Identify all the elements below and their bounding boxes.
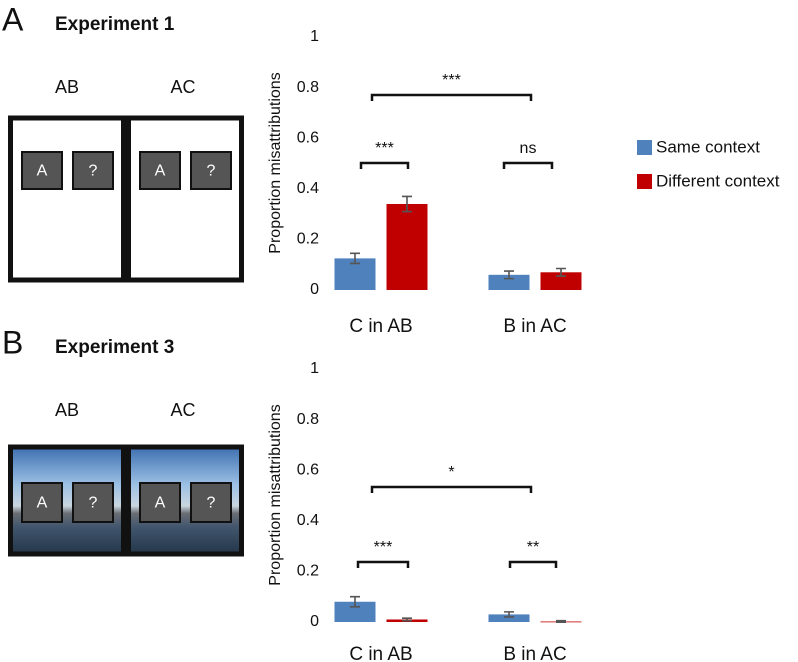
error-bar	[402, 617, 412, 622]
item-label: ?	[207, 495, 216, 512]
error-bar	[556, 267, 566, 277]
item-label: ?	[207, 163, 216, 180]
significance-label: ***	[442, 72, 461, 89]
context-label: AB	[55, 400, 79, 420]
bar	[488, 614, 530, 622]
context-frame	[8, 115, 126, 283]
legend-label: Different context	[656, 171, 780, 190]
bar	[540, 272, 582, 290]
panel-title: Experiment 1	[55, 14, 175, 35]
error-bar	[504, 270, 514, 280]
panel-letter: A	[2, 1, 24, 37]
item-square	[190, 482, 232, 523]
y-tick-label: 0.6	[297, 129, 319, 146]
item-square	[190, 151, 232, 190]
charts: Proportion misattributions 0 0.2 0.4 0.6 0.8 1…	[267, 28, 780, 662]
error-bar	[350, 252, 360, 265]
x-tick-label: B in AC	[503, 644, 566, 662]
y-tick-label: 0.8	[297, 411, 319, 428]
item-label: ?	[89, 495, 98, 512]
y-tick-label: 0.4	[297, 512, 319, 529]
y-tick-label: 0.4	[297, 180, 319, 197]
significance-label: **	[527, 539, 539, 556]
item-square	[139, 151, 181, 190]
y-tick-label: 0.6	[297, 461, 319, 478]
item-square	[21, 151, 63, 190]
significance-bracket	[356, 560, 410, 568]
context-frame	[126, 115, 244, 283]
significance-label: ***	[375, 140, 394, 157]
context-label: AC	[170, 400, 195, 420]
significance-bracket	[508, 560, 558, 568]
significance-label: ns	[520, 140, 537, 157]
x-tick-label: B in AC	[503, 316, 566, 337]
error-bar	[504, 611, 514, 618]
item-label: ?	[89, 163, 98, 180]
panel-title: Experiment 3	[55, 337, 174, 358]
y-axis-label: Proportion misattributions	[267, 72, 284, 253]
y-tick-label: 0	[310, 281, 319, 298]
item-square	[72, 482, 114, 523]
error-bar	[350, 595, 360, 608]
significance-label: ***	[374, 539, 393, 556]
item-square	[21, 482, 63, 523]
item-label: A	[37, 495, 48, 512]
item-label: A	[155, 163, 166, 180]
item-label: A	[155, 495, 166, 512]
panel-letter: B	[2, 324, 23, 360]
y-tick-label: 1	[310, 28, 319, 45]
item-square	[72, 151, 114, 190]
significance-bracket	[502, 161, 554, 169]
significance-bracket	[370, 485, 533, 493]
significance-label: *	[448, 464, 454, 481]
y-tick-label: 0	[310, 613, 319, 630]
x-tick-label: C in AB	[349, 316, 412, 337]
panels: A Experiment 1 AB A ? AC A ? B Experiment 3 AB A ? AC…	[2, 1, 244, 557]
significance-bracket	[359, 161, 410, 169]
error-bar	[402, 195, 412, 213]
context-label: AC	[170, 77, 195, 97]
legend-label: Same context	[656, 137, 760, 156]
legend-swatch	[637, 174, 652, 189]
y-axis-label: Proportion misattributions	[267, 404, 284, 585]
legend-swatch	[637, 140, 652, 155]
item-square	[139, 482, 181, 523]
bar	[488, 274, 530, 290]
y-tick-label: 0.8	[297, 79, 319, 96]
error-bar	[556, 619, 566, 624]
bar	[334, 601, 376, 622]
y-tick-label: 0.2	[297, 563, 319, 580]
bar	[386, 203, 428, 290]
y-tick-label: 1	[310, 360, 319, 377]
significance-bracket	[370, 93, 533, 101]
context-label: AB	[55, 77, 79, 97]
y-tick-label: 0.2	[297, 231, 319, 248]
x-tick-label: C in AB	[349, 644, 412, 662]
item-label: A	[37, 163, 48, 180]
